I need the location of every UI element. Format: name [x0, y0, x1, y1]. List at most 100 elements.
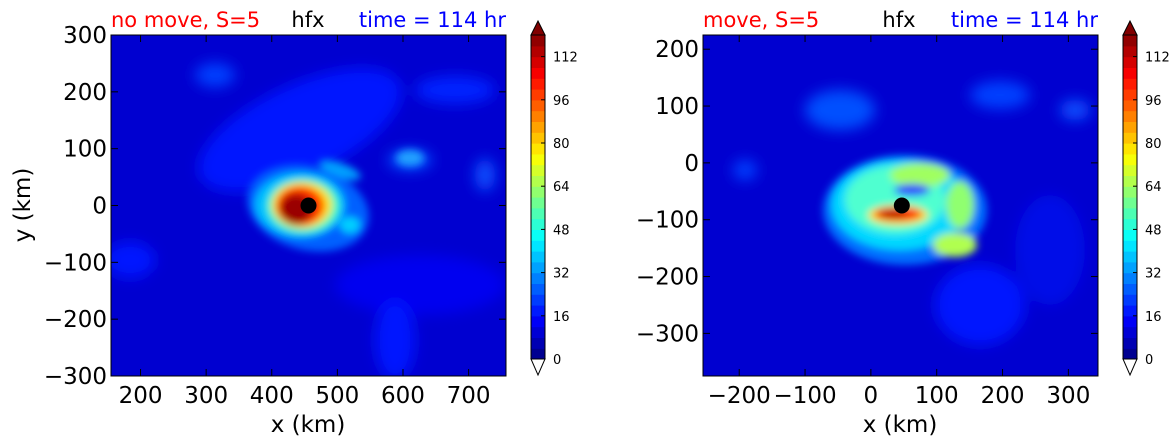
y-tick-label: −300 — [44, 364, 107, 390]
panel-no-move: 200 300 400 500 600 700 −300 −200 −100 0 100 200 30… — [10, 8, 578, 438]
colorbar-segment — [1123, 121, 1137, 133]
colorbar-segment — [1123, 89, 1137, 101]
x-tick-label: 100 — [915, 383, 959, 409]
colorbar-segment — [531, 89, 545, 101]
x-tick-label: 600 — [381, 383, 425, 409]
colorbar-segment — [531, 348, 545, 360]
x-tick-label: 700 — [447, 383, 491, 409]
colorbar-frame — [530, 34, 546, 360]
colorbar-segment — [1123, 45, 1137, 58]
colorbar-tick-label: 64 — [553, 180, 570, 195]
colorbar-tick-label: 80 — [553, 137, 570, 152]
x-tick-label: 300 — [1046, 383, 1090, 409]
y-tick-label: 300 — [63, 23, 107, 49]
colorbar-segment — [531, 78, 545, 90]
colorbar-segment — [1123, 132, 1137, 144]
colorbar: 0 16 32 48 64 80 96 112 — [530, 19, 578, 377]
colorbar-segment — [531, 143, 545, 155]
chart-title-right: time = 114 hr — [359, 8, 506, 32]
colorbar-extend-max — [530, 19, 546, 36]
colorbar-tick-label: 96 — [553, 94, 570, 109]
y-axis-ticks: −300 −200 −100 0 100 200 300 — [44, 23, 506, 390]
colorbar-tick-label: 64 — [1145, 180, 1162, 195]
colorbar-segment — [531, 229, 545, 241]
colorbar-segment — [531, 56, 545, 68]
colorbar-segment — [1123, 164, 1137, 176]
colorbar-segment — [1123, 240, 1137, 252]
colorbar-extend-max — [1122, 19, 1138, 36]
storm-center-marker — [300, 197, 317, 214]
y-axis-label: y (km) — [10, 168, 36, 243]
colorbar-segment — [531, 110, 545, 122]
colorbar-segment — [1123, 251, 1137, 263]
y-tick-label: 100 — [63, 137, 107, 163]
x-tick-label: 200 — [981, 383, 1025, 409]
colorbar-tick-label: 48 — [1145, 223, 1162, 238]
chart-title-left: move, S=5 — [703, 8, 819, 32]
y-tick-label: −100 — [44, 250, 107, 276]
colorbar-segment — [1123, 315, 1137, 328]
colorbar-tick-label: 16 — [553, 310, 570, 325]
colorbar-segment — [1123, 78, 1137, 90]
colorbar-tick-label: 0 — [1145, 353, 1153, 368]
heatmap-field-no-move — [111, 35, 506, 376]
y-tick-label: −100 — [636, 208, 699, 234]
y-tick-label: 100 — [655, 94, 699, 120]
y-tick-label: −300 — [636, 321, 699, 347]
colorbar-extend-min — [530, 358, 546, 377]
colorbar-segment — [1123, 56, 1137, 68]
chart-title-center: hfx — [291, 8, 324, 32]
chart-title-right: time = 114 hr — [951, 8, 1098, 32]
colorbar-segment — [531, 272, 545, 284]
colorbar-tick-label: 48 — [553, 223, 570, 238]
colorbar-tick-label: 32 — [553, 267, 570, 282]
colorbar-segment — [1123, 229, 1137, 241]
x-tick-label: −100 — [773, 383, 836, 409]
colorbar-segment — [1123, 175, 1137, 187]
colorbar-segment — [531, 294, 545, 306]
x-axis-ticks: 200 300 400 500 600 700 — [119, 35, 491, 409]
colorbar-segment — [1123, 218, 1137, 230]
colorbar-segment — [531, 132, 545, 144]
colorbar-tick-label: 112 — [1145, 51, 1170, 66]
y-tick-label: 0 — [92, 194, 107, 220]
colorbar-tick-label: 32 — [1145, 267, 1162, 282]
colorbar-segment — [1123, 143, 1137, 155]
x-tick-label: −200 — [708, 383, 771, 409]
colorbar-tick-label: 96 — [1145, 94, 1162, 109]
colorbar-tick-label: 80 — [1145, 137, 1162, 152]
colorbar-segment — [1123, 186, 1137, 198]
x-axis-ticks: −200 −100 0 100 200 300 — [708, 35, 1090, 409]
x-tick-label: 500 — [315, 383, 359, 409]
chart-title-left: no move, S=5 — [111, 8, 260, 32]
colorbar-segment — [531, 207, 545, 220]
colorbar-segment — [531, 315, 545, 328]
x-axis-label: x (km) — [271, 412, 346, 438]
colorbar-segment — [1123, 283, 1137, 295]
y-tick-label: −200 — [636, 265, 699, 291]
colorbar-segment — [531, 305, 545, 317]
colorbar-segment — [531, 186, 545, 198]
colorbar-segment — [1123, 348, 1137, 360]
colorbar-tick-label: 112 — [553, 51, 578, 66]
colorbar-segment — [1123, 337, 1137, 349]
x-axis-label: x (km) — [863, 412, 938, 438]
colorbar-segment — [1123, 294, 1137, 306]
colorbar-segment — [531, 67, 545, 79]
colorbar-segment — [1123, 207, 1137, 220]
colorbar-segment — [531, 175, 545, 187]
colorbar-tick-label: 16 — [1145, 310, 1162, 325]
colorbar-segment — [531, 337, 545, 349]
x-tick-label: 400 — [250, 383, 294, 409]
y-tick-label: 200 — [63, 80, 107, 106]
colorbar-segment — [531, 45, 545, 58]
colorbar-segment — [531, 121, 545, 133]
chart-title-center: hfx — [882, 8, 915, 32]
colorbar-extend-min — [1122, 358, 1138, 377]
colorbar-segment — [1123, 35, 1137, 47]
colorbar-segment — [1123, 326, 1137, 338]
colorbar-segment — [1123, 197, 1137, 209]
colorbar-segment — [531, 164, 545, 176]
x-tick-label: 200 — [119, 383, 163, 409]
